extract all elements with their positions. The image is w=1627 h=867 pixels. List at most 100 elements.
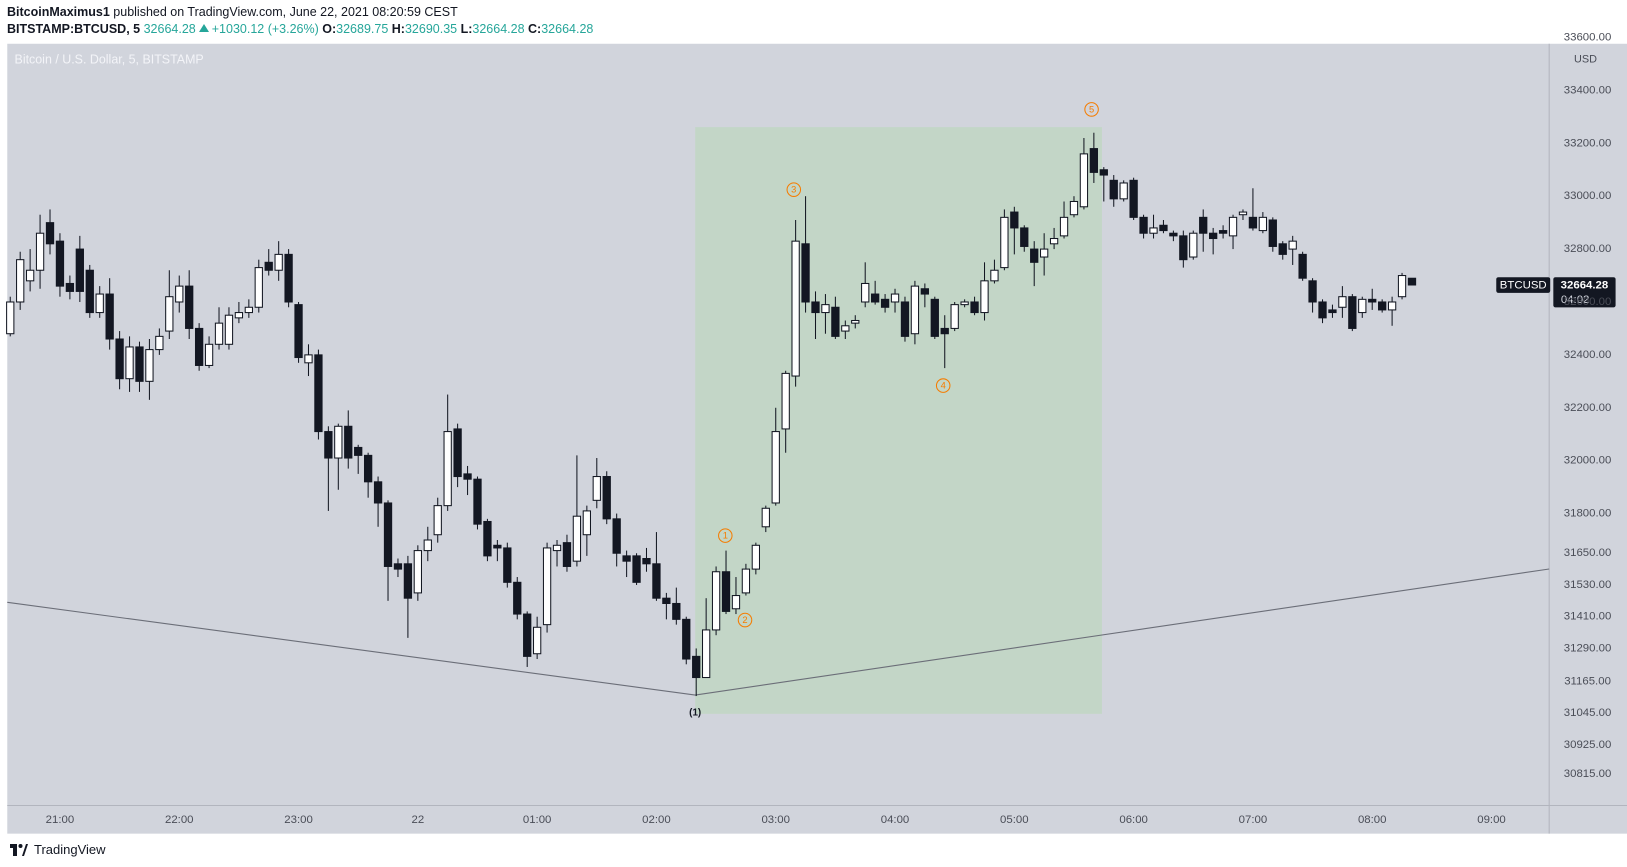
candle-body (1387, 301, 1397, 311)
y-tick-label: 31165.00 (1564, 676, 1611, 688)
x-tick-label: 08:00 (1358, 814, 1387, 826)
candle-body (960, 301, 969, 306)
candle-body (920, 288, 930, 295)
ohlc-value: 32664.28 (541, 22, 594, 36)
candle-body (1010, 211, 1019, 229)
candle-body (711, 571, 721, 631)
wave-label: 3 (791, 185, 796, 195)
candle-body (1129, 179, 1138, 218)
candle-body (990, 269, 999, 282)
x-tick-label: 06:00 (1119, 814, 1148, 826)
x-tick-label: 21:00 (46, 814, 75, 826)
candle-body (165, 296, 174, 332)
change: +1030.12 (+3.26%) (211, 22, 319, 36)
candle-body (125, 346, 134, 380)
candle-body (105, 293, 114, 340)
candle-body (254, 267, 263, 308)
candle-body (204, 343, 214, 366)
candle-body (1407, 277, 1417, 286)
wave-circle (786, 182, 802, 197)
candle-body (751, 544, 761, 570)
wave-label: 2 (742, 615, 747, 625)
candle-body (682, 618, 691, 660)
x-tick-label: 23:00 (284, 814, 313, 826)
watermark-title: Bitcoin / U.S. Dollar, 5, BITSTAMP (15, 53, 204, 67)
publish-line: BitcoinMaximus1 published on TradingView… (7, 5, 458, 19)
y-tick-label: 31800.00 (1564, 508, 1612, 520)
candle-body (214, 322, 224, 345)
candle-body (1308, 280, 1317, 303)
wave-circle (718, 528, 733, 543)
candle-body (354, 446, 363, 456)
countdown: 04:02 (1561, 294, 1590, 306)
candle-body (344, 425, 353, 459)
price-tag (1553, 277, 1616, 308)
candle-body (473, 478, 482, 525)
candle-body (1318, 301, 1327, 319)
footer: TradingView (10, 842, 106, 857)
ohlc-value: 32664.28 (472, 22, 525, 36)
candle-body (1358, 298, 1367, 314)
y-tick-label: 31290.00 (1564, 642, 1612, 654)
candle-body (851, 319, 860, 324)
symbol-tag-text: BTCUSD (1500, 280, 1547, 292)
x-tick-label: 05:00 (1000, 814, 1029, 826)
y-tick-label: 32600.00 (1564, 296, 1612, 308)
wave-label: (1) (689, 707, 701, 718)
y-tick-label: 30815.00 (1564, 768, 1612, 780)
candle-body (324, 431, 333, 459)
candle-body (294, 304, 303, 359)
candle-body (175, 285, 184, 303)
candle-body (632, 555, 641, 583)
candle-body (423, 539, 432, 552)
candle-body (572, 515, 582, 562)
candle-body (1159, 224, 1168, 232)
candle-body (1378, 301, 1387, 311)
candle-body (552, 544, 562, 552)
y-tick-label: 33000.00 (1564, 190, 1612, 202)
candle-body (771, 431, 780, 504)
candle-body (831, 306, 840, 337)
candle-body (55, 240, 65, 287)
wave-circle (1084, 102, 1099, 117)
candle-body (6, 301, 15, 335)
candle-body (731, 595, 741, 610)
candle-body (562, 542, 572, 567)
candle-body (841, 325, 850, 332)
candle-body (622, 555, 631, 562)
candle-body (393, 563, 403, 570)
candle-body (185, 285, 194, 329)
y-tick-label: 32800.00 (1564, 243, 1612, 255)
x-tick-label: 03:00 (761, 814, 790, 826)
y-tick-label: 33200.00 (1564, 137, 1612, 149)
candle-body (1209, 232, 1218, 240)
candle-body (980, 280, 989, 314)
x-tick-label: 09:00 (1477, 814, 1506, 826)
wave-circle (935, 378, 951, 393)
candle-body (781, 372, 790, 430)
candle-body (910, 285, 920, 335)
ohlc-label: O: (322, 22, 337, 36)
candle-body (363, 454, 373, 483)
candle-body (592, 476, 601, 501)
symbol-tag (1496, 277, 1551, 293)
candle-body (95, 293, 104, 314)
candle-body (870, 293, 880, 303)
wave-label: 5 (1089, 104, 1094, 114)
x-tick-label: 22:00 (165, 814, 194, 826)
candle-body (930, 298, 939, 337)
candle-body (1139, 216, 1148, 234)
candle-body (443, 431, 452, 507)
candle-body (194, 327, 204, 366)
price-tag-value: 32664.28 (1561, 280, 1609, 292)
brand: TradingView (34, 842, 106, 857)
y-tick-label: 31045.00 (1564, 707, 1612, 719)
y-tick-label: 32400.00 (1564, 349, 1612, 361)
y-tick-label: 30925.00 (1564, 739, 1612, 751)
x-tick-label: 01:00 (523, 814, 552, 826)
candle-body (1248, 216, 1258, 229)
author: BitcoinMaximus1 (7, 5, 110, 19)
candle-body (1059, 216, 1069, 237)
candle-body (1258, 216, 1268, 232)
